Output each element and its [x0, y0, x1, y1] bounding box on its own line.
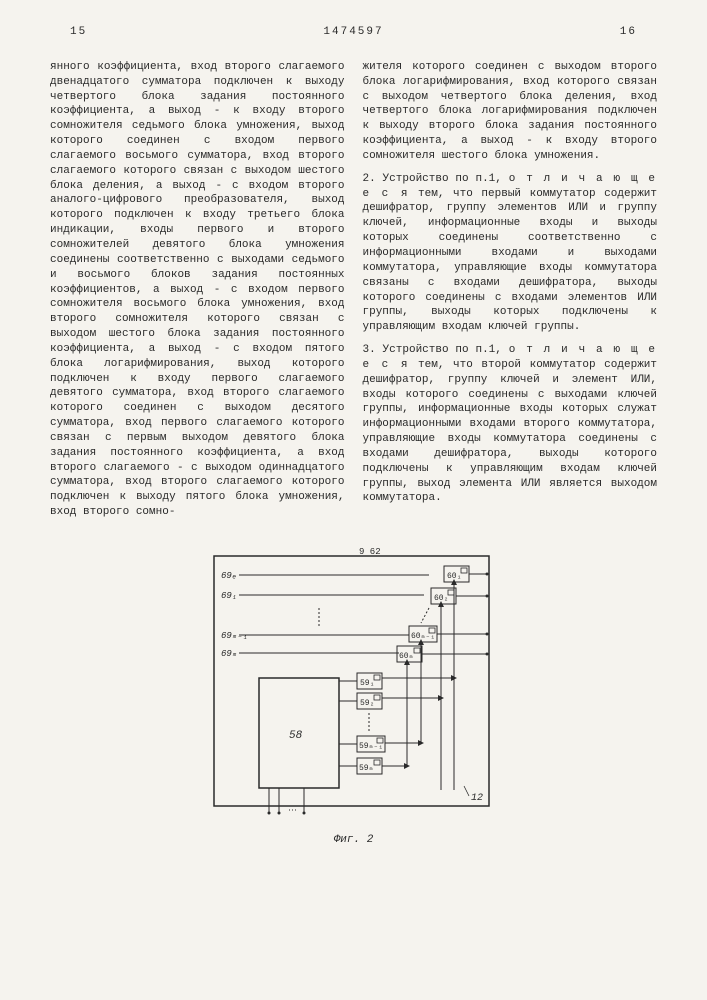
svg-text:69ₑ: 69ₑ — [221, 571, 237, 581]
text-columns: янного коэффициента, вход второго слагае… — [50, 60, 657, 528]
right-paragraph-3: 3. Устройство по п.1, о т л и ч а ю щ е … — [363, 343, 658, 506]
claim-3-end: тем, что второй коммутатор содержит деши… — [363, 359, 658, 505]
svg-text:69ₘ: 69ₘ — [221, 649, 237, 659]
claim-2-end: тем, что первый коммутатор содержит деши… — [363, 188, 658, 334]
svg-text:58: 58 — [289, 730, 303, 742]
right-column: жителя которого соединен с выходом второ… — [363, 60, 658, 528]
page-number-right: 16 — [620, 25, 637, 40]
diagram-container: 9 62 69ₑ 69₁ 69ₘ₋₁ 69ₘ 60₁ 60₂ 60ₘ₋₁ 6 — [50, 548, 657, 848]
claim-3-start: 3. Устройство по п.1, — [363, 344, 509, 356]
page-number-left: 15 — [70, 25, 87, 40]
svg-text:9 62: 9 62 — [359, 548, 381, 557]
claim-2-start: 2. Устройство по п.1, — [363, 173, 509, 185]
svg-text:59₂: 59₂ — [360, 699, 374, 708]
svg-text:69₁: 69₁ — [221, 591, 237, 601]
circuit-diagram: 9 62 69ₑ 69₁ 69ₘ₋₁ 69ₘ 60₁ 60₂ 60ₘ₋₁ 6 — [209, 548, 499, 828]
svg-text:12: 12 — [471, 793, 483, 804]
figure-caption: Фиг. 2 — [50, 833, 657, 848]
svg-text:59₁: 59₁ — [360, 679, 374, 688]
left-paragraph: янного коэффициента, вход второго слагае… — [50, 60, 345, 520]
document-header: 15 1474597 16 — [50, 25, 657, 40]
svg-text:69ₘ₋₁: 69ₘ₋₁ — [221, 631, 248, 641]
left-column: янного коэффициента, вход второго слагае… — [50, 60, 345, 528]
document-number: 1474597 — [323, 25, 383, 40]
svg-text:60ₘ: 60ₘ — [399, 652, 413, 661]
right-paragraph-1: жителя которого соединен с выходом второ… — [363, 60, 658, 164]
right-paragraph-2: 2. Устройство по п.1, о т л и ч а ю щ е … — [363, 172, 658, 335]
svg-text:59ₘ: 59ₘ — [359, 764, 373, 773]
